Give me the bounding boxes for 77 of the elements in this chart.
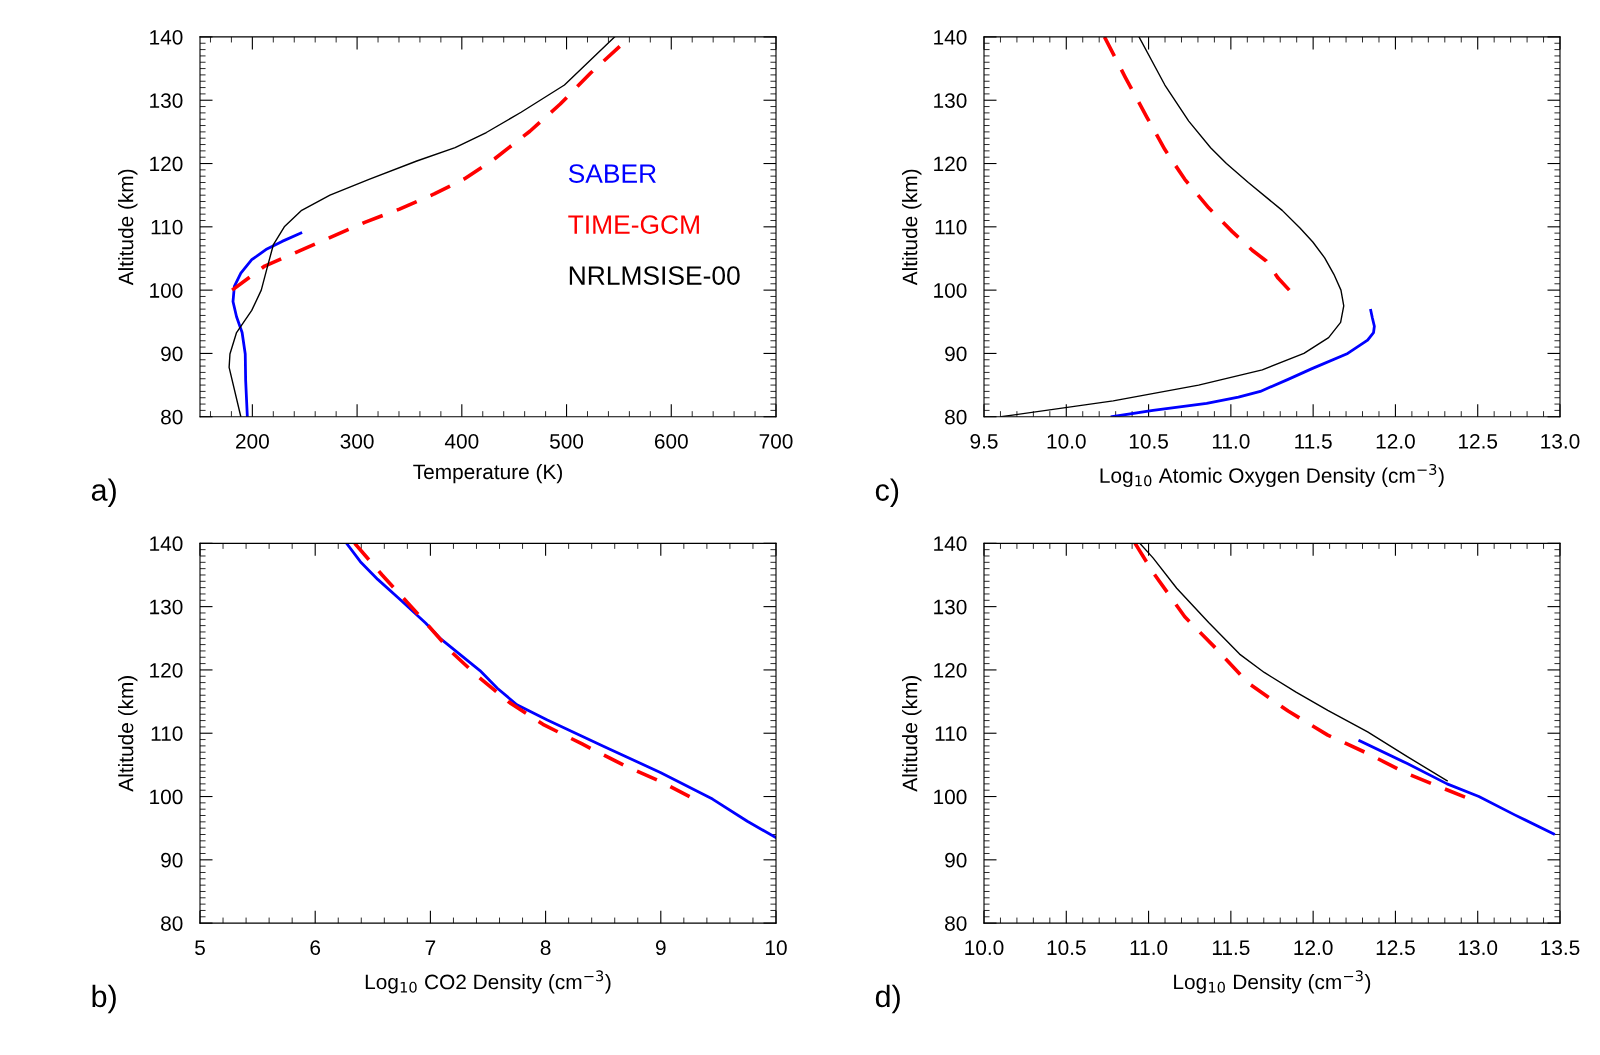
y-tick-label: 140 [934,536,967,552]
y-tick-label: 100 [150,789,183,805]
x-tick-label: 13.0 [1541,433,1580,449]
x-tick-label: 200 [236,433,269,449]
x-tick-label: 11.0 [1130,940,1168,956]
text: SABER [568,164,656,183]
y-axis-title: Altitude (km) [118,169,138,286]
y-tick-label: 90 [161,852,183,868]
y-tick-label: 90 [161,346,183,362]
x-tick-label: 8 [540,940,551,956]
y-tick-label: 120 [934,662,967,678]
x-axis-title: Log$_{10}$ Density (cm$^{−3}$) [1174,970,1371,994]
y-tick-label: 140 [934,29,967,45]
y-tick-label: 80 [945,409,967,425]
y-tick-label: 130 [934,599,967,615]
y-tick-label: 130 [150,599,183,615]
y-tick-label: 110 [151,726,183,741]
legend-label: NRLMSISE-00 [569,266,740,285]
y-tick-label: 120 [934,156,967,172]
x-tick-label: 10.5 [1047,940,1086,956]
x-tick-label: 5 [195,940,205,956]
y-tick-label: 140 [150,29,183,45]
y-tick-label: 80 [161,409,183,425]
x-tick-label: 13.0 [1459,940,1498,956]
text: a) [91,478,116,507]
x-tick-label: 10.0 [965,940,1004,956]
x-tick-label: 10 [766,940,787,956]
text: b) [92,984,116,1014]
y-tick-label: 120 [150,156,183,172]
x-axis-title: Temperature (K) [413,463,562,484]
x-tick-label: 9.5 [970,433,998,449]
x-tick-label: 700 [759,433,793,449]
line-series [231,231,303,417]
y-tick-label: 80 [945,916,967,931]
y-tick-label: 100 [934,283,967,298]
y-tick-label: 90 [945,852,967,868]
line-series [1102,36,1292,292]
x-tick-label: 11.0 [1212,433,1250,449]
x-tick-label: 12.0 [1294,940,1333,956]
y-tick-label: 120 [150,662,183,678]
x-axis-title: Log$_{10}$ Atomic Oxygen Density (cm$^{−3}$) [1100,463,1444,488]
x-tick-label: 400 [444,433,479,449]
x-tick-label: 600 [654,433,688,449]
x-tick-label: 6 [310,940,321,956]
x-tick-label: 300 [340,433,374,449]
y-tick-label: 110 [935,219,967,235]
line-series [345,543,776,840]
y-tick-label: 110 [151,219,183,235]
y-tick-label: 90 [945,346,967,362]
x-tick-label: 11.5 [1212,940,1250,956]
line-series [352,543,692,799]
y-axis-title: Altitude (km) [902,676,922,792]
x-tick-label: 13.5 [1541,940,1580,956]
x-tick-label: 12.0 [1376,433,1415,449]
x-tick-label: 10.0 [1047,433,1086,449]
x-tick-label: 500 [550,433,584,449]
line-series [1358,739,1555,836]
text: c) [875,478,899,507]
x-tick-label: 9 [655,940,666,956]
y-tick-label: 100 [934,789,967,805]
y-tick-label: 130 [150,93,183,108]
y-tick-label: 80 [161,916,183,931]
line-series [1110,308,1376,417]
y-tick-label: 130 [934,93,967,108]
y-axis-title: Altitude (km) [902,169,922,286]
text: TIME-GCM [568,215,699,234]
x-tick-label: 11.5 [1295,434,1332,449]
y-tick-label: 100 [150,283,183,298]
x-tick-label: 12.5 [1376,940,1415,956]
text: d) [875,984,900,1014]
y-tick-label: 140 [150,536,183,552]
x-tick-label: 10.5 [1129,433,1168,449]
x-tick-label: 12.5 [1459,433,1498,449]
y-axis-title: Altitude (km) [118,676,138,792]
x-tick-label: 7 [425,940,436,955]
x-axis-title: Log$_{10}$ CO2 Density (cm$^{−3}$) [365,970,611,994]
y-tick-label: 110 [935,726,967,741]
